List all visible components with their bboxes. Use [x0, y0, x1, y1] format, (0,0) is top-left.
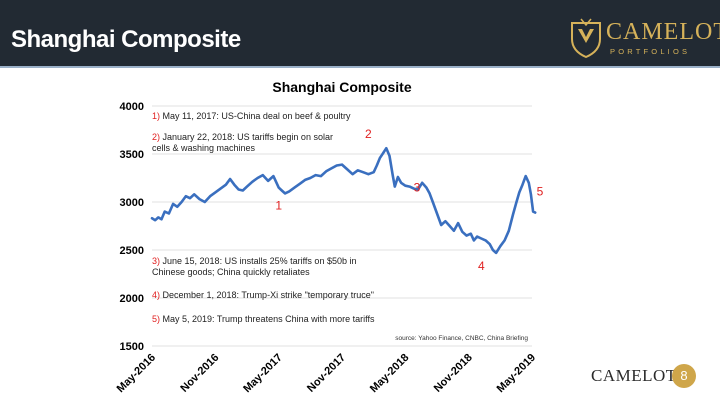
marker-2: 2 — [365, 127, 372, 141]
annotation-2-line-2: cells & washing machines — [152, 143, 256, 153]
y-tick-label: 1500 — [120, 341, 144, 353]
y-tick-label: 3000 — [120, 197, 144, 209]
y-tick-label: 4000 — [120, 101, 144, 113]
chart-title: Shanghai Composite — [272, 79, 411, 95]
brand-name: CAMELOT — [606, 19, 720, 45]
x-tick-label: May-2018 — [368, 352, 412, 396]
annotation-3-line-1: 3) June 15, 2018: US installs 25% tariff… — [152, 256, 356, 266]
knight-shield-icon — [571, 18, 601, 59]
annotation-4-line-1: 4) December 1, 2018: Trump-Xi strike "te… — [152, 290, 374, 300]
camelot-logo: CAMELOT PORTFOLIOS — [568, 17, 720, 61]
x-axis-ticks: May-2016 Nov-2016 May-2017 Nov-2017 May-2018… — [115, 352, 539, 396]
slide-header: Shanghai Composite CAMELOT PORTFOLIOS — [0, 0, 720, 68]
marker-3: 3 — [414, 181, 421, 195]
annotation-3-line-2: Chinese goods; China quickly retaliates — [152, 267, 310, 277]
source-note: source: Yahoo Finance, CNBC, China Brief… — [395, 335, 528, 342]
slide-title: Shanghai Composite — [11, 26, 241, 53]
y-tick-label: 3500 — [120, 149, 144, 161]
series-line-shanghai-composite — [150, 146, 537, 255]
x-tick-label: May-2019 — [495, 352, 539, 396]
chart-grid — [152, 105, 532, 347]
event-annotations: 1) May 11, 2017: US-China deal on beef &… — [152, 111, 375, 324]
event-markers: 1 2 3 4 5 — [275, 127, 543, 273]
marker-4: 4 — [478, 259, 485, 273]
footer-brand: CAMELOT — [591, 366, 677, 385]
page-number-badge: 8 — [672, 364, 696, 388]
marker-5: 5 — [537, 184, 544, 198]
y-tick-label: 2000 — [120, 293, 144, 305]
y-axis-ticks: 1500 2000 2500 3000 3500 4000 — [120, 101, 144, 353]
y-tick-label: 2500 — [120, 245, 144, 257]
annotation-2-line-1: 2) January 22, 2018: US tariffs begin on… — [152, 132, 333, 142]
annotation-1-line-1: 1) May 11, 2017: US-China deal on beef &… — [152, 111, 351, 121]
chart-series — [150, 146, 537, 255]
brand-subtitle: PORTFOLIOS — [610, 47, 691, 56]
x-tick-label: Nov-2017 — [305, 352, 348, 395]
x-tick-label: May-2017 — [241, 352, 285, 396]
x-tick-label: Nov-2016 — [178, 352, 221, 395]
annotation-5-line-1: 5) May 5, 2019: Trump threatens China wi… — [152, 314, 375, 324]
marker-1: 1 — [275, 199, 282, 213]
x-tick-label: Nov-2018 — [432, 352, 475, 395]
x-tick-label: May-2016 — [115, 352, 159, 396]
